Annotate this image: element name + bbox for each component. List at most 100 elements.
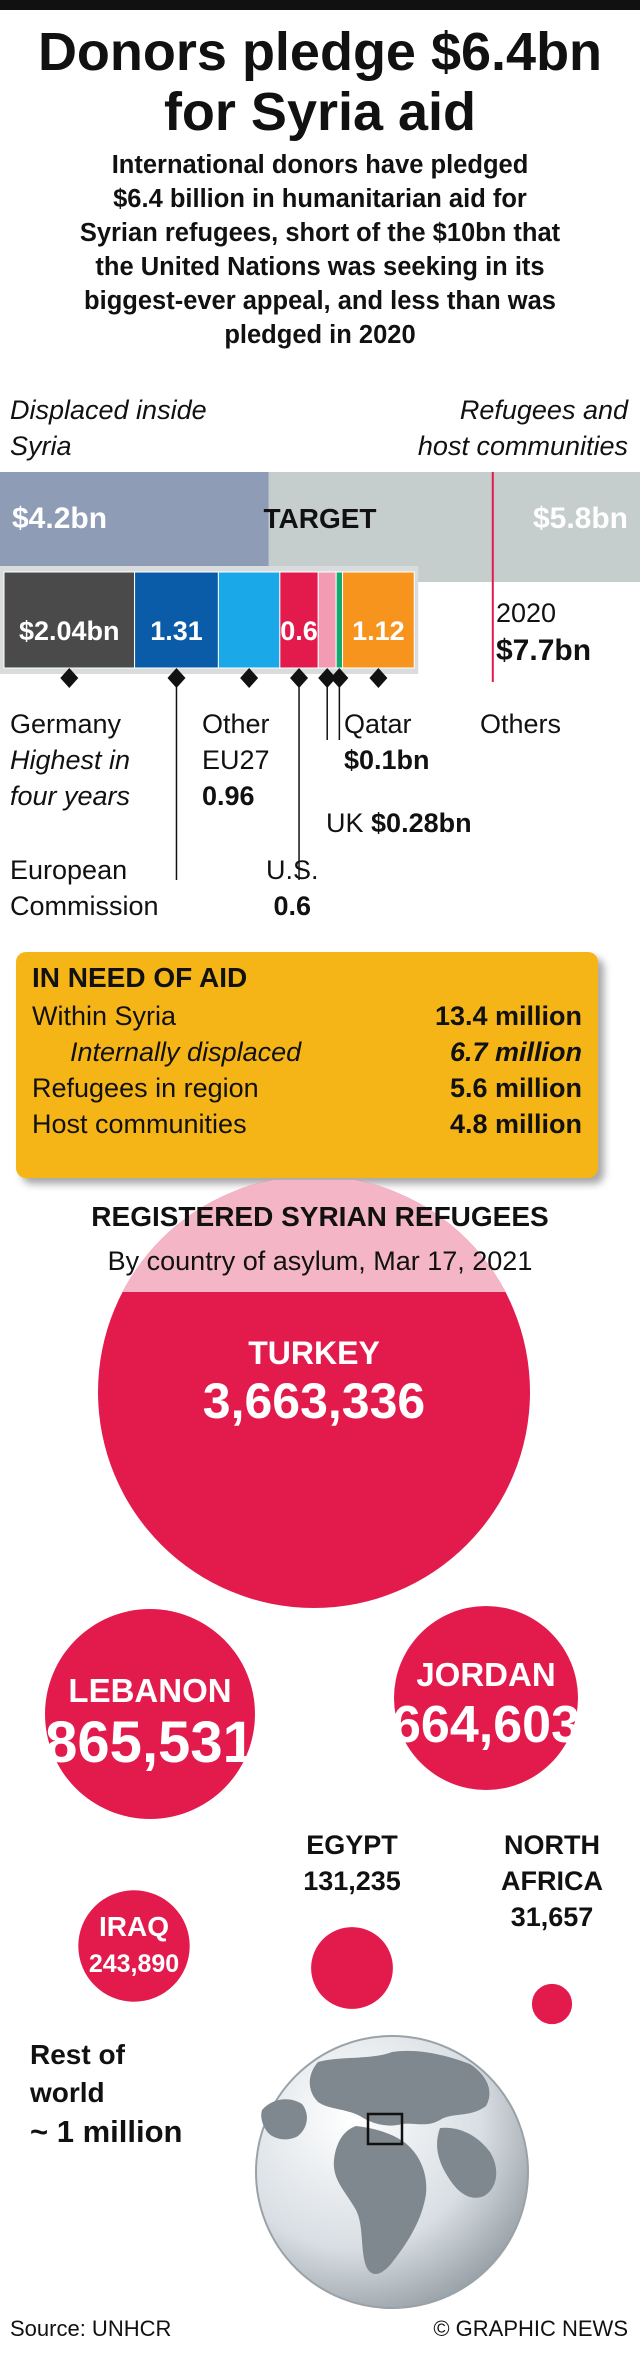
aid-row-value: 6.7 million bbox=[449, 1037, 582, 1067]
pledge-segments bbox=[0, 566, 419, 674]
uk-value: $0.28bn bbox=[371, 808, 472, 838]
target-inside-bar bbox=[0, 472, 269, 582]
refugees-host-line-2: host communities bbox=[417, 431, 628, 461]
pledge-segment-labels: $2.04bn 1.31 0.6 1.12 bbox=[19, 616, 405, 646]
aid-row-refugees-in-region: Refugees in region 5.6 million bbox=[32, 1070, 582, 1106]
bubble-egypt bbox=[311, 1927, 393, 2009]
north-africa-value: 31,657 bbox=[511, 1902, 594, 1932]
pledge-segment bbox=[317, 571, 337, 669]
rest-of-world-line-3: ~ 1 million bbox=[30, 2114, 182, 2149]
jordan-name: JORDAN bbox=[416, 1656, 555, 1693]
lebanon-value: 865,531 bbox=[45, 1710, 255, 1775]
refugees-subheading: By country of asylum, Mar 17, 2021 bbox=[108, 1246, 533, 1276]
displaced-inside-line-1: Displaced inside bbox=[10, 395, 207, 425]
north-africa-name-1: NORTH bbox=[504, 1830, 600, 1860]
credit-note: © GRAPHIC NEWS bbox=[433, 2316, 628, 2341]
pledge-segment bbox=[134, 571, 219, 669]
need-of-aid-heading: IN NEED OF AID bbox=[32, 962, 248, 993]
egypt-name: EGYPT bbox=[306, 1830, 398, 1860]
us-name: U.S. bbox=[266, 855, 319, 885]
bubble-lebanon bbox=[45, 1609, 255, 1819]
turkey-value: 3,663,336 bbox=[203, 1373, 425, 1429]
turkey-name: TURKEY bbox=[248, 1335, 380, 1371]
pledge-segment bbox=[217, 571, 281, 669]
other-eu-value: 0.96 bbox=[202, 781, 255, 811]
donor-label-uk: UK $0.28bn bbox=[326, 805, 472, 841]
title-line-2: for Syria aid bbox=[163, 82, 477, 142]
bubble-north-africa bbox=[531, 1983, 573, 2025]
north-africa-name-2: AFRICA bbox=[501, 1866, 603, 1896]
donor-label-qatar: Qatar $0.1bn bbox=[344, 706, 430, 778]
rest-of-world-line-1: Rest of bbox=[30, 2039, 126, 2070]
pledge-segment bbox=[3, 571, 136, 669]
pledge-chart: $4.2bn TARGET $5.8bn $2.04bn 1.31 0.6 1.… bbox=[0, 472, 640, 880]
aid-row-host-communities: Host communities 4.8 million bbox=[32, 1106, 582, 1142]
donor-label-ec: European Commission bbox=[10, 852, 159, 924]
subtitle-line: $6.4 billion in humanitarian aid for bbox=[113, 185, 527, 213]
refugees-host-line-1: Refugees and bbox=[459, 395, 628, 425]
egypt-value: 131,235 bbox=[303, 1866, 401, 1896]
others-name: Others bbox=[480, 709, 562, 739]
target-outside-value: $5.8bn bbox=[533, 502, 628, 535]
pledge-leader-diamond bbox=[330, 668, 349, 688]
seg-label-us: 0.6 bbox=[280, 616, 318, 646]
qatar-name: Qatar bbox=[344, 709, 412, 739]
lebanon-name: LEBANON bbox=[68, 1672, 231, 1709]
headline-subtitle: International donors have pledged $6.4 b… bbox=[10, 148, 630, 352]
germany-note-2: four years bbox=[10, 781, 131, 811]
aid-row-label: Internally displaced bbox=[70, 1037, 302, 1067]
pledged-2020-value: $7.7bn bbox=[496, 634, 591, 667]
pledge-leader-lines bbox=[60, 668, 388, 880]
aid-row-value: 13.4 million bbox=[434, 1001, 582, 1031]
rest-of-world-line-2: world bbox=[29, 2077, 105, 2108]
seg-label-ec: 1.31 bbox=[150, 616, 203, 646]
refugee-bubbles: REGISTERED SYRIAN REFUGEES By country of… bbox=[29, 1180, 603, 2309]
pledge-segment bbox=[342, 571, 415, 669]
pledged-2020-year: 2020 bbox=[496, 598, 556, 628]
globe-icon bbox=[255, 2035, 529, 2309]
qatar-value: $0.1bn bbox=[344, 745, 430, 775]
pledge-segment bbox=[279, 571, 319, 669]
subtitle-line: the United Nations was seeking in its bbox=[95, 253, 545, 281]
donor-label-germany: Germany Highest in four years bbox=[10, 706, 130, 814]
aid-row-label: Host communities bbox=[32, 1109, 247, 1139]
subtitle-line: Syrian refugees, short of the $10bn that bbox=[79, 219, 561, 247]
seg-label-germany: $2.04bn bbox=[19, 616, 120, 646]
pledge-leader-diamond bbox=[167, 668, 186, 688]
germany-note-1: Highest in bbox=[10, 745, 131, 775]
title-line-1: Donors pledge $6.4bn bbox=[37, 22, 603, 82]
aid-row-within-syria: Within Syria 13.4 million bbox=[32, 998, 582, 1034]
need-of-aid-box: IN NEED OF AID Within Syria 13.4 million… bbox=[16, 952, 598, 1178]
germany-name: Germany bbox=[10, 709, 122, 739]
aid-row-label: Refugees in region bbox=[32, 1073, 259, 1103]
aid-row-value: 4.8 million bbox=[449, 1109, 582, 1139]
donor-label-others: Others bbox=[480, 706, 561, 742]
iraq-value: 243,890 bbox=[89, 1950, 179, 1978]
subtitle-line: biggest-ever appeal, and less than was bbox=[84, 287, 556, 315]
ec-line-2: Commission bbox=[10, 891, 159, 921]
jordan-value: 664,603 bbox=[392, 1696, 580, 1754]
headline-title: Donors pledge $6.4bn for Syria aid bbox=[0, 22, 640, 142]
pledge-leader-diamond bbox=[369, 668, 388, 688]
aid-row-label: Within Syria bbox=[32, 1001, 177, 1031]
target-inside-value: $4.2bn bbox=[12, 502, 107, 535]
pledge-segment bbox=[335, 571, 344, 669]
target-center-label: TARGET bbox=[263, 503, 376, 534]
us-value: 0.6 bbox=[273, 891, 312, 921]
bubble-iraq bbox=[78, 1890, 190, 2002]
subtitle-line: pledged in 2020 bbox=[224, 321, 416, 349]
subtitle-line: International donors have pledged bbox=[111, 151, 529, 179]
aid-row-value: 5.6 million bbox=[449, 1073, 582, 1103]
donor-label-us: U.S. 0.6 bbox=[266, 852, 319, 924]
ec-line-1: European bbox=[10, 855, 128, 885]
uk-name: UK bbox=[326, 808, 364, 838]
seg-label-others: 1.12 bbox=[352, 616, 405, 646]
pledge-leader-diamond bbox=[240, 668, 259, 688]
pledge-leader-diamond bbox=[60, 668, 79, 688]
source-note: Source: UNHCR bbox=[10, 2316, 172, 2341]
other-eu-line-2: EU27 bbox=[202, 745, 270, 775]
iraq-name: IRAQ bbox=[99, 1911, 169, 1942]
displaced-inside-label: Displaced inside Syria bbox=[10, 392, 207, 464]
bubble-jordan bbox=[394, 1606, 578, 1790]
other-eu-line-1: Other bbox=[202, 709, 270, 739]
